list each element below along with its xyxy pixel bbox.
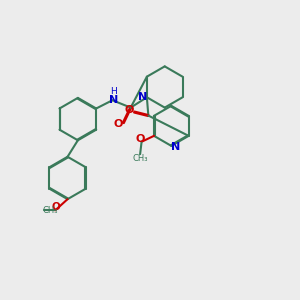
Text: N: N <box>109 95 119 105</box>
Text: H: H <box>110 87 117 96</box>
Text: O: O <box>51 202 60 212</box>
Text: O: O <box>114 119 123 129</box>
Text: O: O <box>135 134 145 144</box>
Text: O: O <box>125 105 134 115</box>
Text: CH₃: CH₃ <box>132 154 148 163</box>
Text: N: N <box>138 92 148 102</box>
Text: N: N <box>171 142 180 152</box>
Text: CH₃: CH₃ <box>43 206 58 215</box>
